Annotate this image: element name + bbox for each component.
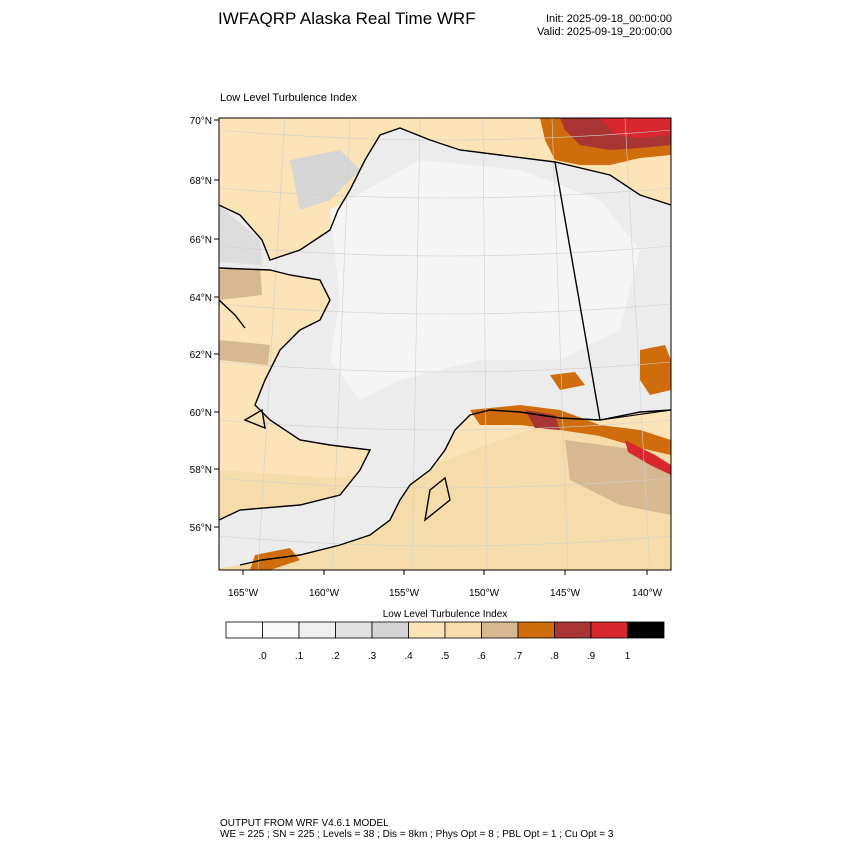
colorbar-box [335,621,373,639]
colorbar-box [590,621,628,639]
colorbar-tick-label: .8 [550,651,559,662]
model-info-line1: OUTPUT FROM WRF V4.6.1 MODEL [220,818,389,829]
graticule [219,118,671,570]
colorbar-tick-label: .9 [587,651,596,662]
colorbar-tick-label: .1 [295,651,304,662]
valid-time: Valid: 2025-09-19_20:00:00 [537,26,672,38]
bering-elevated-zone [219,265,262,300]
lon-label-150: 150°W [469,588,500,599]
lat-label-60: 60°N [190,408,212,419]
model-info-line2: WE = 225 ; SN = 225 ; Levels = 38 ; Dis … [220,829,614,840]
lat-label-66: 66°N [190,235,212,246]
ak-canada-border [554,161,601,421]
colorbar-tick-label: .7 [514,651,523,662]
interior-low-zone [330,160,640,400]
colorbar-tick-label: .5 [441,651,450,662]
lat-label-56: 56°N [190,523,212,534]
init-time: Init: 2025-09-18_00:00:00 [546,13,672,25]
colorbar-tick-label: .6 [477,651,486,662]
lon-label-155: 155°W [389,588,420,599]
map-panel [219,118,671,570]
lat-label-64: 64°N [190,293,212,304]
yukon-high-zone [640,345,671,395]
colorbar-tick-label: .2 [331,651,340,662]
colorbar [225,621,665,639]
colorbar-box [627,621,665,639]
colorbar-tick-label: 1 [625,651,631,662]
colorbar-tick-label: .0 [258,651,267,662]
beaufort-extreme-zone [600,118,671,138]
lon-label-165: 165°W [228,588,259,599]
coastal-high-zone [470,405,671,455]
lat-label-58: 58°N [190,465,212,476]
aleutian-high-zone [250,548,300,570]
colorbar-box [554,621,592,639]
colorbar-box [444,621,482,639]
lon-label-145: 145°W [550,588,581,599]
colorbar-box [225,621,263,639]
lon-label-140: 140°W [632,588,663,599]
colorbar-tick-label: .3 [368,651,377,662]
lat-label-70: 70°N [190,116,212,127]
lat-ticks [214,119,219,528]
coastal-severe-zone [525,410,560,430]
colorbar-labels: .0 .1 .2 .3 .4 .5 .6 .7 .8 .9 1 [258,651,630,662]
colorbar-box [408,621,446,639]
coastlines [219,127,671,566]
chukchi-grey-zone [290,150,360,210]
colorbar-title: Low Level Turbulence Index [382,609,508,620]
colorbar-box [517,621,555,639]
colorbar-box [298,621,336,639]
lon-ticks [242,570,648,575]
seward-grey-zone [219,205,262,265]
colorbar-box [371,621,409,639]
wrangell-high-zone [550,372,585,390]
lat-label-62: 62°N [190,350,212,361]
bc-yukon-border [599,409,671,421]
colorbar-box [262,621,300,639]
colorbar-box [481,621,519,639]
map-frame [218,117,672,571]
panhandle-severe-zone [625,440,671,475]
colorbar-tick-label: .4 [404,651,413,662]
lon-label-160: 160°W [309,588,340,599]
plot-title: IWFAQRP Alaska Real Time WRF [218,9,476,28]
bering-elevated-zone-2 [219,340,270,365]
field-title: Low Level Turbulence Index [220,92,357,104]
lat-label-68: 68°N [190,176,212,187]
